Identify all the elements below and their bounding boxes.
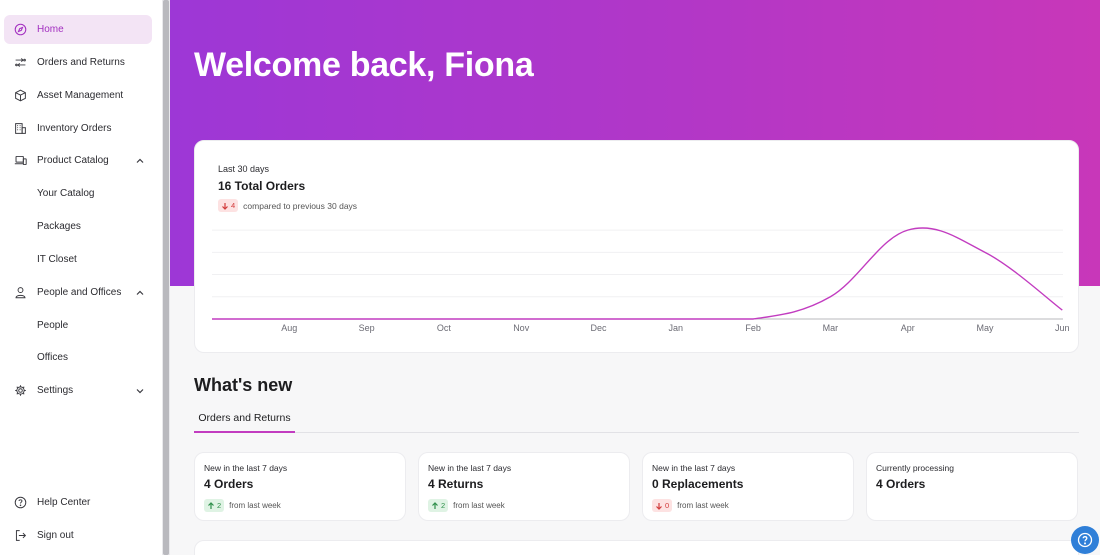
sidebar-item-label: Your Catalog [37, 188, 95, 199]
help-button[interactable] [1071, 526, 1099, 554]
sidebar-item-label: Packages [37, 221, 81, 232]
sidebar-item-label: Offices [37, 352, 68, 363]
page-title: Welcome back, Fiona [194, 46, 534, 84]
sign-out-label: Sign out [37, 530, 74, 541]
person-icon [4, 286, 37, 299]
chevron-up-icon[interactable] [128, 156, 152, 166]
delta-value: 2 [217, 501, 222, 510]
sidebar-item-your-catalog[interactable]: Your Catalog [4, 179, 152, 208]
comparison-row: 4 compared to previous 30 days [218, 199, 357, 212]
x-tick-label: Oct [437, 323, 452, 333]
section-title: What's new [194, 375, 293, 395]
sidebar-item-people-and-offices[interactable]: People and Offices [4, 278, 152, 307]
building-icon [4, 122, 37, 135]
sidebar-item-home[interactable]: Home [4, 15, 152, 44]
stat-change: 2 from last week [428, 499, 505, 512]
x-tick-label: May [976, 323, 994, 333]
stat-change: 0 from last week [652, 499, 729, 512]
series-line [212, 227, 1063, 320]
sidebar-item-label: Asset Management [37, 90, 124, 101]
stat-change: 2 from last week [204, 499, 281, 512]
sidebar-item-label: Settings [37, 385, 74, 396]
delta-value: 4 [231, 201, 236, 210]
change-text: from last week [453, 501, 505, 510]
x-tick-label: Dec [590, 323, 607, 333]
orders-line-chart: Aug Sep Oct Nov Dec Jan Feb Mar Apr May Jun [212, 227, 1070, 333]
scrollbar-thumb[interactable] [163, 0, 169, 555]
question-circle-icon [1077, 532, 1093, 548]
sign-out-icon [4, 529, 37, 542]
sidebar-scrollbar[interactable] [162, 0, 170, 555]
sidebar: Home Orders and Returns Asset Management… [0, 0, 162, 555]
sidebar-item-label: IT Closet [37, 254, 77, 265]
delta-value: 0 [665, 501, 670, 510]
sidebar-item-packages[interactable]: Packages [4, 212, 152, 241]
stat-caption: New in the last 7 days [204, 463, 288, 473]
tab-divider [194, 432, 1079, 433]
help-center-label: Help Center [37, 497, 91, 508]
stat-caption: Currently processing [876, 463, 954, 473]
sign-out-link[interactable]: Sign out [4, 521, 152, 550]
orders-summary-card: Last 30 days 16 Total Orders 4 compared … [194, 140, 1079, 353]
sidebar-item-label: People and Offices [37, 287, 122, 298]
change-text: from last week [677, 501, 729, 510]
stat-value: 4 Orders [876, 477, 926, 491]
laptop-phone-icon [4, 154, 37, 167]
tab-orders-and-returns[interactable]: Orders and Returns [198, 412, 291, 424]
x-tick-label: Aug [281, 323, 297, 333]
stat-value: 0 Replacements [652, 477, 744, 491]
next-section-card [194, 540, 1079, 555]
sidebar-item-label: Orders and Returns [37, 57, 125, 68]
gear-icon [4, 384, 37, 397]
x-tick-label: Feb [745, 323, 761, 333]
sidebar-item-label: Inventory Orders [37, 123, 112, 134]
box-icon [4, 89, 37, 102]
chevron-down-icon[interactable] [128, 386, 152, 396]
sidebar-item-label: Home [37, 24, 64, 35]
stat-card-processing[interactable]: Currently processing 4 Orders [866, 452, 1078, 521]
delta-badge: 0 [652, 499, 673, 512]
help-center-link[interactable]: Help Center [4, 488, 152, 517]
compass-icon [4, 23, 37, 36]
arrow-down-icon [656, 502, 662, 510]
arrow-up-icon [208, 501, 214, 509]
sidebar-item-it-closet[interactable]: IT Closet [4, 245, 152, 274]
sidebar-item-product-catalog[interactable]: Product Catalog [4, 146, 152, 175]
sidebar-item-label: Product Catalog [37, 155, 109, 166]
sidebar-item-people[interactable]: People [4, 311, 152, 340]
x-tick-label: Sep [359, 323, 375, 333]
stat-value: 4 Orders [204, 477, 254, 491]
sidebar-item-orders-and-returns[interactable]: Orders and Returns [4, 48, 152, 77]
stat-card-orders[interactable]: New in the last 7 days 4 Orders 2 from l… [194, 452, 406, 521]
arrow-down-icon [222, 202, 228, 210]
delta-value: 2 [441, 501, 446, 510]
sidebar-item-asset-management[interactable]: Asset Management [4, 81, 152, 110]
x-tick-label: Jun [1055, 323, 1070, 333]
arrow-up-icon [432, 501, 438, 509]
total-orders: 16 Total Orders [218, 179, 306, 193]
delta-badge: 2 [428, 499, 449, 512]
stat-caption: New in the last 7 days [652, 463, 736, 473]
x-tick-label: Apr [901, 323, 915, 333]
chevron-up-icon[interactable] [128, 288, 152, 298]
change-text: from last week [229, 501, 281, 510]
sidebar-item-offices[interactable]: Offices [4, 343, 152, 372]
sidebar-item-label: People [37, 320, 69, 331]
arrows-swap-icon [4, 56, 37, 69]
stat-value: 4 Returns [428, 477, 484, 491]
x-tick-label: Mar [823, 323, 839, 333]
period-label: Last 30 days [218, 164, 270, 174]
stat-card-replacements[interactable]: New in the last 7 days 0 Replacements 0 … [642, 452, 854, 521]
sidebar-item-inventory-orders[interactable]: Inventory Orders [4, 114, 152, 143]
comparison-text: compared to previous 30 days [243, 200, 358, 211]
sidebar-item-settings[interactable]: Settings [4, 376, 152, 405]
x-tick-label: Jan [669, 323, 684, 333]
delta-badge: 4 [218, 199, 239, 212]
question-circle-icon [4, 496, 37, 509]
active-tab-indicator [194, 431, 295, 433]
x-tick-label: Nov [513, 323, 530, 333]
stat-card-returns[interactable]: New in the last 7 days 4 Returns 2 from … [418, 452, 630, 521]
delta-badge: 2 [204, 499, 225, 512]
stat-caption: New in the last 7 days [428, 463, 512, 473]
